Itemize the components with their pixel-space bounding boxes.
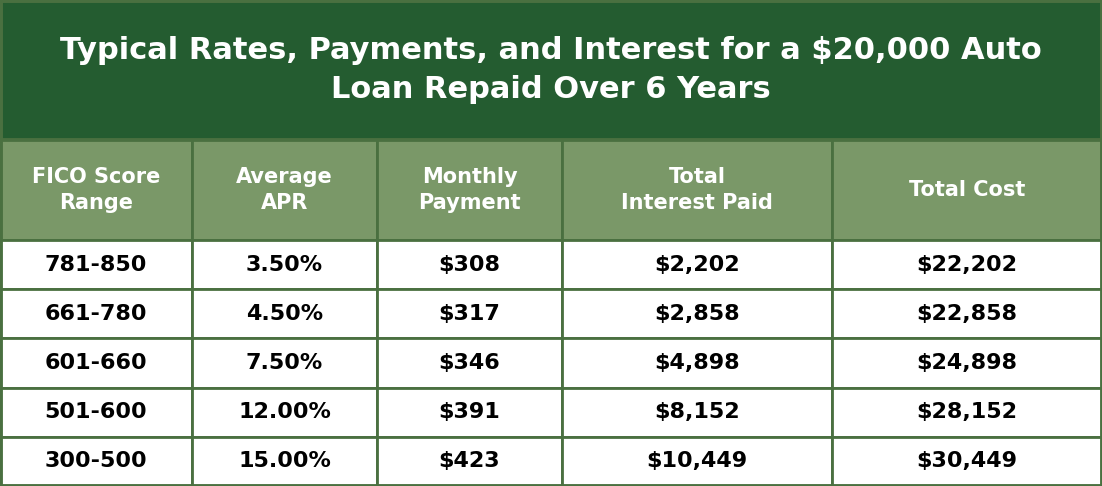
Bar	[562, 240, 832, 289]
Text: $22,202: $22,202	[917, 255, 1017, 275]
Bar	[192, 338, 377, 388]
Bar	[377, 140, 562, 240]
Bar	[0, 289, 192, 338]
Bar	[832, 388, 1102, 437]
Text: Typical Rates, Payments, and Interest for a $20,000 Auto
Loan Repaid Over 6 Year: Typical Rates, Payments, and Interest fo…	[61, 36, 1041, 104]
Text: $2,858: $2,858	[655, 304, 739, 324]
Text: $423: $423	[439, 451, 500, 471]
Bar	[562, 388, 832, 437]
Bar	[0, 388, 192, 437]
Bar	[0, 437, 192, 486]
Text: $2,202: $2,202	[655, 255, 739, 275]
Bar	[562, 140, 832, 240]
Text: $22,858: $22,858	[917, 304, 1017, 324]
Text: 601-660: 601-660	[45, 353, 148, 373]
Text: Monthly
Payment: Monthly Payment	[418, 167, 521, 213]
Text: Total
Interest Paid: Total Interest Paid	[622, 167, 773, 213]
Text: $28,152: $28,152	[917, 402, 1017, 422]
Text: $24,898: $24,898	[917, 353, 1017, 373]
Text: 300-500: 300-500	[45, 451, 148, 471]
Bar	[0, 0, 1102, 140]
Bar	[192, 289, 377, 338]
Text: 3.50%: 3.50%	[246, 255, 323, 275]
Bar	[832, 240, 1102, 289]
Bar	[562, 437, 832, 486]
Bar	[562, 289, 832, 338]
Text: 12.00%: 12.00%	[238, 402, 331, 422]
Text: Total Cost: Total Cost	[909, 180, 1025, 200]
Text: 4.50%: 4.50%	[246, 304, 323, 324]
Bar	[377, 388, 562, 437]
Bar	[562, 338, 832, 388]
Bar	[192, 240, 377, 289]
Bar	[377, 289, 562, 338]
Bar	[377, 338, 562, 388]
Bar	[192, 437, 377, 486]
Text: $308: $308	[439, 255, 500, 275]
Bar	[832, 140, 1102, 240]
Text: $8,152: $8,152	[655, 402, 739, 422]
Text: $30,449: $30,449	[917, 451, 1017, 471]
Bar	[0, 338, 192, 388]
Text: 7.50%: 7.50%	[246, 353, 323, 373]
Text: $346: $346	[439, 353, 500, 373]
Bar	[832, 338, 1102, 388]
Text: 501-600: 501-600	[45, 402, 148, 422]
Bar	[377, 437, 562, 486]
Text: $391: $391	[439, 402, 500, 422]
Text: $317: $317	[439, 304, 500, 324]
Text: 781-850: 781-850	[45, 255, 148, 275]
Bar	[832, 289, 1102, 338]
Bar	[377, 240, 562, 289]
Text: FICO Score
Range: FICO Score Range	[32, 167, 160, 213]
Bar	[0, 240, 192, 289]
Text: 661-780: 661-780	[45, 304, 148, 324]
Bar	[192, 140, 377, 240]
Text: $4,898: $4,898	[655, 353, 739, 373]
Bar	[192, 388, 377, 437]
Bar	[0, 140, 192, 240]
Text: Average
APR: Average APR	[236, 167, 333, 213]
Text: $10,449: $10,449	[647, 451, 747, 471]
Bar	[832, 437, 1102, 486]
Text: 15.00%: 15.00%	[238, 451, 331, 471]
